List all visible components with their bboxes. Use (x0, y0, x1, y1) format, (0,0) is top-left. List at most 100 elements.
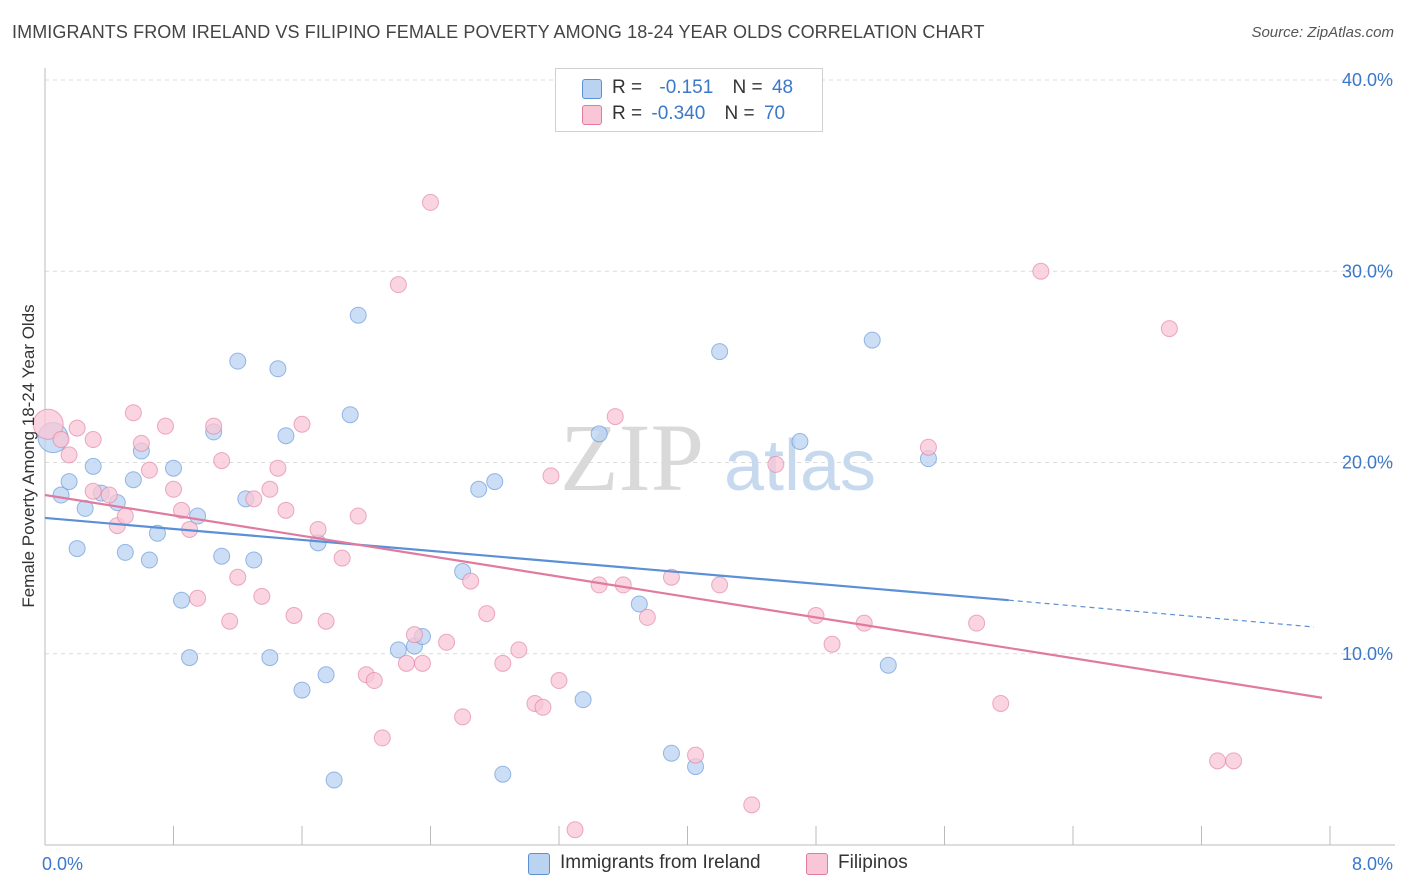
filipinos-point (1032, 262, 1050, 280)
chart-title: IMMIGRANTS FROM IRELAND VS FILIPINO FEMA… (12, 22, 985, 42)
filipinos-point (606, 408, 624, 426)
filipinos-point (285, 607, 303, 624)
filipinos-point (638, 608, 656, 626)
legend-swatch-filipinos (806, 853, 828, 875)
filipinos-point (462, 572, 480, 590)
ireland-point (341, 406, 359, 424)
n-value-ireland: 48 (771, 77, 794, 98)
legend-swatch-ireland (582, 79, 602, 99)
source-label: Source: ZipAtlas.com (1251, 24, 1394, 41)
filipinos-point (1160, 320, 1178, 338)
filipinos-point (992, 694, 1010, 712)
y-tick-label: 40.0% (1342, 70, 1393, 90)
ireland-point (574, 691, 592, 709)
filipinos-point (687, 746, 705, 764)
r-value-filipinos: -0.340 (651, 103, 706, 124)
r-label: R = (612, 103, 643, 124)
filipinos-trend-line (44, 493, 1323, 699)
filipinos-point (662, 568, 680, 586)
ireland-point (293, 681, 311, 699)
ireland-point (213, 547, 231, 565)
filipinos-point (454, 708, 472, 726)
filipinos-point (823, 635, 841, 653)
x-tick-label: 0.0% (42, 854, 83, 874)
ireland-point (277, 427, 295, 445)
watermark-zip: ZIP (560, 404, 704, 511)
ireland-point (486, 473, 504, 491)
filipinos-point (550, 672, 568, 690)
n-label: N = (732, 77, 763, 98)
filipinos-point (173, 501, 191, 519)
ireland-point (590, 425, 608, 443)
filipinos-point (156, 417, 174, 435)
legend-swatch-ireland (528, 853, 550, 875)
ireland-point (325, 771, 343, 789)
stats-legend: R = -0.151 N = 48 R = -0.340 N = 70 (555, 68, 823, 132)
filipinos-point (253, 587, 271, 605)
filipinos-point (397, 654, 415, 672)
x-tick-label: 8.0% (1352, 854, 1393, 874)
y-axis-label: Female Poverty Among 18-24 Year Olds (19, 304, 38, 607)
watermark: ZIP atlas (560, 404, 876, 511)
ireland-point (711, 343, 729, 361)
n-label: N = (724, 103, 755, 124)
series-legend: Immigrants from Ireland Filipinos (0, 852, 1406, 878)
filipinos-point (84, 482, 102, 500)
ireland-point (662, 744, 680, 762)
filipinos-point (261, 480, 279, 498)
axes (44, 68, 1395, 846)
ireland-point (269, 360, 287, 378)
n-value-filipinos: 70 (763, 103, 786, 124)
filipinos-point (124, 404, 142, 422)
filipinos-point (919, 438, 937, 456)
filipinos-point (542, 467, 560, 485)
filipinos-point (422, 193, 439, 211)
filipinos-point (213, 452, 231, 470)
tick-labels: 10.0% 20.0% 30.0% 40.0% 0.0% 8.0% (42, 70, 1393, 874)
ireland-point (84, 457, 102, 475)
filipinos-point (60, 446, 78, 464)
filipinos-point (205, 417, 223, 435)
filipinos-point (32, 408, 64, 440)
ireland-point (124, 471, 142, 489)
ireland-point (630, 595, 648, 613)
legend-label-ireland: Immigrants from Ireland (560, 852, 761, 873)
filipinos-point (968, 614, 986, 632)
filipinos-point (534, 698, 552, 716)
filipinos-point (229, 568, 247, 586)
ireland-trend-line (44, 516, 1009, 602)
filipinos-point (189, 589, 207, 607)
filipinos-point (116, 507, 134, 525)
filipinos-point (478, 605, 496, 623)
r-label: R = (612, 77, 643, 98)
ireland-point (494, 765, 512, 783)
y-tick-label: 10.0% (1342, 644, 1393, 664)
legend-swatch-filipinos (582, 105, 602, 125)
legend-stats-ireland: R = -0.151 N = 48 (612, 77, 793, 99)
filipinos-point (269, 459, 287, 477)
filipinos-point (309, 520, 327, 538)
ireland-point (863, 331, 881, 349)
filipinos-point (245, 490, 263, 508)
filipinos-point (221, 612, 239, 630)
gridlines (45, 79, 1395, 655)
y-tick-label: 20.0% (1342, 453, 1393, 473)
filipinos-point (566, 821, 584, 839)
ireland-point (879, 656, 897, 674)
filipinos-point (1209, 752, 1227, 770)
ireland-point (148, 524, 166, 542)
filipinos-point (413, 654, 431, 672)
ireland-point (349, 306, 367, 324)
data-points (32, 193, 1243, 839)
filipinos-point (438, 633, 456, 651)
ireland-point (261, 649, 279, 667)
filipinos-point (84, 431, 102, 449)
ireland-point (173, 591, 191, 609)
filipinos-point (1225, 752, 1243, 770)
r-value-ireland: -0.151 (659, 77, 714, 98)
ireland-point (245, 551, 263, 569)
legend-label-filipinos: Filipinos (838, 852, 908, 873)
trend-lines (44, 493, 1323, 699)
ireland-point (791, 432, 809, 450)
